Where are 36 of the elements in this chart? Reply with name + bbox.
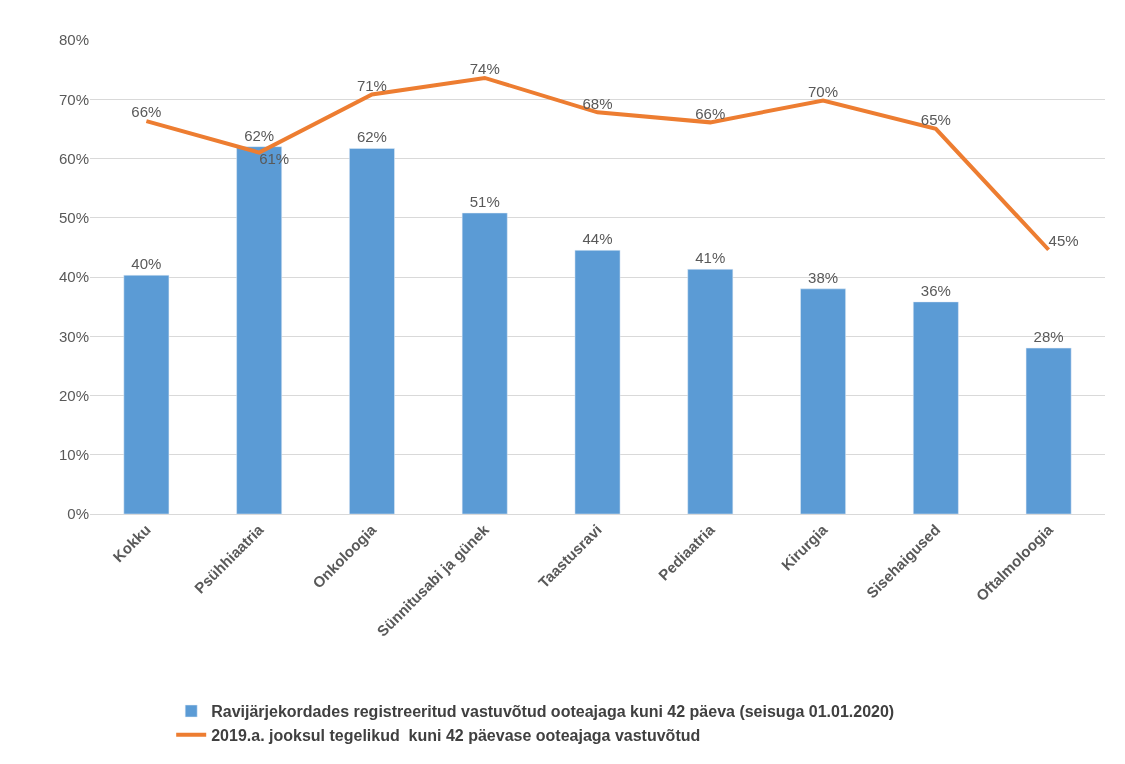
y-tick-label: 50% xyxy=(58,209,89,226)
data-label: 65% xyxy=(920,111,951,129)
y-tick-label: 20% xyxy=(58,386,89,404)
y-tick-label: 40% xyxy=(58,268,89,286)
data-label: 44% xyxy=(582,230,613,248)
data-label: 41% xyxy=(695,249,726,267)
data-label: 38% xyxy=(808,268,839,286)
data-label: 45% xyxy=(1048,232,1079,249)
legend-label: 2019.a. jooksul tegelikud kuni 42 päevase ooteajaga vastuvõtud xyxy=(211,727,701,745)
data-label: 74% xyxy=(469,60,500,78)
data-label: 71% xyxy=(356,76,387,94)
bar xyxy=(1025,347,1072,514)
bar xyxy=(574,250,621,514)
data-label: 28% xyxy=(1033,328,1064,346)
data-label: 36% xyxy=(920,281,951,299)
data-label: 70% xyxy=(808,82,839,100)
y-tick-label: 80% xyxy=(58,31,89,49)
y-tick-label: 70% xyxy=(58,90,89,108)
legend-label: Ravijärjekordades registreeritud vastuvõtud ooteajaga kuni 42 päeva (seisuga 01.01.2020) xyxy=(211,703,895,721)
data-label: 62% xyxy=(244,126,275,144)
y-tick-label: 60% xyxy=(58,149,89,167)
bar xyxy=(687,269,734,514)
data-label: 62% xyxy=(356,128,387,146)
bar xyxy=(800,288,846,514)
bar xyxy=(913,301,959,514)
data-label: 68% xyxy=(582,94,613,112)
bar xyxy=(123,274,170,514)
y-tick-label: 10% xyxy=(58,446,89,463)
bar xyxy=(349,148,395,514)
data-label: 66% xyxy=(131,103,162,121)
bar xyxy=(461,212,508,514)
y-tick-label: 0% xyxy=(67,505,89,523)
data-label: 51% xyxy=(469,193,500,211)
data-label: 66% xyxy=(695,104,726,122)
data-label: 40% xyxy=(131,255,162,273)
y-tick-label: 30% xyxy=(58,327,89,345)
